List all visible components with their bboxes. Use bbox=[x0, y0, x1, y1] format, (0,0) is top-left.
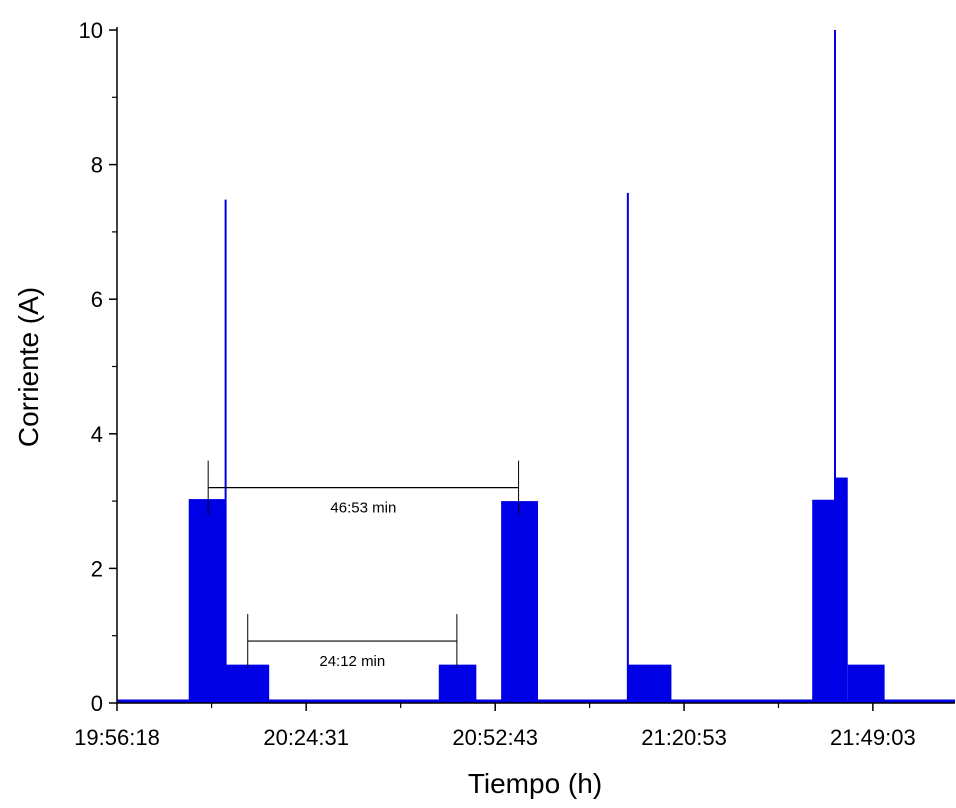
x-axis-title: Tiempo (h) bbox=[468, 768, 602, 799]
signal-band-0 bbox=[188, 499, 226, 701]
annotations: 46:53 min 24:12 min bbox=[207, 460, 520, 670]
x-tick-label: 19:56:18 bbox=[74, 725, 160, 750]
y-tick-label: 6 bbox=[91, 287, 103, 312]
y-tick-label: 8 bbox=[91, 153, 103, 178]
x-tick-label: 20:52:43 bbox=[452, 725, 538, 750]
signal-band-2 bbox=[438, 664, 477, 701]
signal-band-6 bbox=[835, 477, 848, 701]
y-axis-title: Corriente (A) bbox=[13, 287, 44, 447]
y-tick-label: 2 bbox=[91, 556, 103, 581]
signal-band-4 bbox=[627, 664, 672, 701]
x-tick-label: 20:24:31 bbox=[263, 725, 349, 750]
axes: 0 2 4 6 8 10 19:56:18 20:24:31 20:52:43 21:20:53 2… bbox=[74, 18, 955, 750]
signal-band-3 bbox=[501, 501, 539, 701]
interval-annotation-0: 46:53 min bbox=[207, 460, 520, 517]
plot-marks bbox=[117, 30, 955, 703]
signal-band-5 bbox=[812, 499, 836, 701]
signal-band-7 bbox=[847, 664, 885, 701]
y-tick-label: 10 bbox=[79, 18, 103, 43]
y-tick-label: 0 bbox=[91, 691, 103, 716]
signal-band-1 bbox=[225, 664, 270, 701]
x-tick-label: 21:20:53 bbox=[641, 725, 727, 750]
interval-label: 24:12 min bbox=[319, 653, 385, 670]
x-tick-label: 21:49:03 bbox=[830, 725, 916, 750]
y-tick-label: 4 bbox=[91, 422, 103, 447]
interval-label: 46:53 min bbox=[330, 500, 396, 517]
interval-annotation-1: 24:12 min bbox=[247, 614, 458, 670]
